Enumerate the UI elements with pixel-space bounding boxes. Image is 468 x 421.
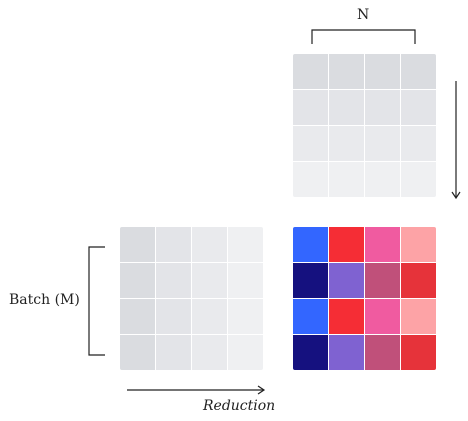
matrix-c-cell-0-0: [293, 227, 328, 262]
matrix-b-cell-1-1: [329, 90, 364, 125]
matrix-b-cell-3-1: [329, 162, 364, 197]
matrix-a: [120, 227, 263, 370]
matrix-b-cell-2-1: [329, 126, 364, 161]
matrix-b-cell-2-3: [401, 126, 436, 161]
n-label: N: [357, 7, 370, 23]
matrix-b-cell-3-3: [401, 162, 436, 197]
batch-label: Batch (M): [9, 292, 80, 308]
reduction-arrow-head: [257, 385, 266, 395]
matrix-a-cell-1-3: [228, 263, 263, 298]
matrix-b-cell-1-0: [293, 90, 328, 125]
matrix-a-cell-2-2: [192, 299, 227, 334]
matrix-b-cell-0-3: [401, 54, 436, 89]
matrix-c-cell-3-2: [365, 335, 400, 370]
matrix-b-cell-0-1: [329, 54, 364, 89]
matrix-a-cell-3-2: [192, 335, 227, 370]
matrix-a-cell-3-1: [156, 335, 191, 370]
matrix-c-cell-3-3: [401, 335, 436, 370]
matrix-b-cell-3-0: [293, 162, 328, 197]
matrix-a-cell-1-0: [120, 263, 155, 298]
matrix-b-cell-1-3: [401, 90, 436, 125]
matrix-b-cell-0-2: [365, 54, 400, 89]
batch-bracket: [88, 246, 105, 356]
matrix-a-cell-2-1: [156, 299, 191, 334]
matrix-c-cell-0-1: [329, 227, 364, 262]
matrix-c-cell-1-1: [329, 263, 364, 298]
matrix-a-cell-0-1: [156, 227, 191, 262]
matrix-b: [293, 54, 436, 197]
matrix-a-cell-0-2: [192, 227, 227, 262]
matrix-a-cell-1-1: [156, 263, 191, 298]
matrix-c-cell-1-3: [401, 263, 436, 298]
down-arrow-head: [451, 191, 461, 200]
matrix-b-cell-2-2: [365, 126, 400, 161]
matrix-a-cell-0-3: [228, 227, 263, 262]
matrix-a-cell-2-0: [120, 299, 155, 334]
matrix-a-cell-2-3: [228, 299, 263, 334]
matrix-c-cell-2-1: [329, 299, 364, 334]
matrix-c-cell-2-0: [293, 299, 328, 334]
matrix-b-cell-0-0: [293, 54, 328, 89]
n-bracket: [311, 29, 416, 44]
matrix-b-cell-3-2: [365, 162, 400, 197]
matrix-c-cell-3-0: [293, 335, 328, 370]
matrix-b-cell-2-0: [293, 126, 328, 161]
matrix-c: [293, 227, 436, 370]
matrix-c-cell-1-0: [293, 263, 328, 298]
matrix-c-cell-0-2: [365, 227, 400, 262]
matrix-c-cell-2-3: [401, 299, 436, 334]
matrix-a-cell-0-0: [120, 227, 155, 262]
matrix-c-cell-3-1: [329, 335, 364, 370]
matrix-c-cell-0-3: [401, 227, 436, 262]
matrix-a-cell-1-2: [192, 263, 227, 298]
matrix-c-cell-2-2: [365, 299, 400, 334]
matrix-a-cell-3-3: [228, 335, 263, 370]
matrix-a-cell-3-0: [120, 335, 155, 370]
matrix-c-cell-1-2: [365, 263, 400, 298]
reduction-label: Reduction: [203, 398, 276, 414]
matrix-b-cell-1-2: [365, 90, 400, 125]
